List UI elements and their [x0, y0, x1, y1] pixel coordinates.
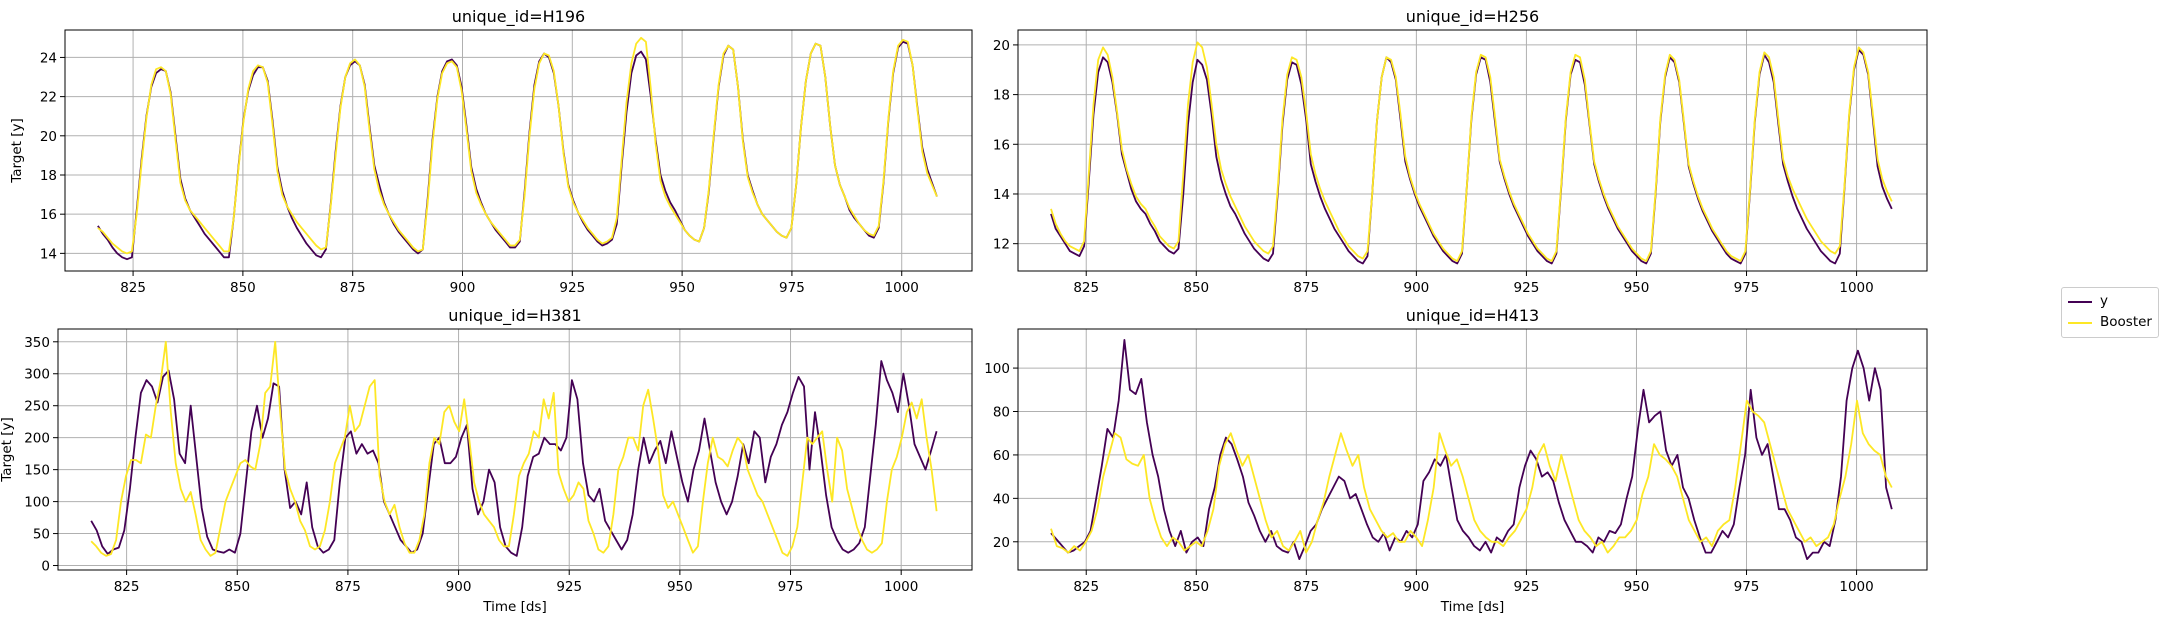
- y-tick-label: 20: [993, 535, 1010, 551]
- panel-1: 825 850 875 900 925 950 975 1000 12 14 16 18 20 uniqu…: [993, 7, 1928, 296]
- x-tick-label: 975: [779, 280, 805, 296]
- y-tick-label: 100: [24, 495, 50, 511]
- x-tick-label: 825: [1073, 280, 1099, 296]
- x-tick-label: 850: [224, 579, 250, 595]
- x-tick-label: 825: [1073, 579, 1099, 595]
- x-tick-label: 825: [120, 280, 146, 296]
- x-tick-label: 950: [1624, 280, 1650, 296]
- series-line-booster: [90, 340, 938, 557]
- y-axis-label: Target [y]: [0, 417, 15, 483]
- series-line-y: [1050, 338, 1893, 560]
- plot-frame: [57, 328, 973, 571]
- y-tick-label: 20: [993, 38, 1010, 54]
- legend-swatch-y: [2068, 301, 2092, 303]
- y-tick-label: 16: [40, 207, 57, 223]
- plot-frame: [1017, 29, 1928, 272]
- x-tick-label: 925: [1514, 280, 1540, 296]
- y-tick-label: 18: [40, 168, 57, 184]
- x-tick-label: 950: [667, 579, 693, 595]
- plot-frame: [1017, 328, 1928, 571]
- x-tick-label: 850: [1183, 579, 1209, 595]
- series-line-y: [90, 360, 938, 557]
- panel-title: unique_id=H381: [448, 306, 581, 326]
- legend: y Booster: [2061, 287, 2159, 338]
- panel-title: unique_id=H256: [1406, 7, 1539, 27]
- legend-item-booster: Booster: [2068, 314, 2158, 332]
- y-tick-label: 18: [993, 88, 1010, 104]
- legend-label-booster: Booster: [2100, 314, 2152, 330]
- y-tick-label: 300: [24, 367, 50, 383]
- y-tick-label: 16: [993, 137, 1010, 153]
- panel-title: unique_id=H413: [1406, 306, 1539, 326]
- x-tick-label: 1000: [885, 280, 919, 296]
- panel-0: 825 850 875 900 925 950 975 1000 14 16 18 20 22 24 uni…: [9, 7, 973, 296]
- y-tick-label: 100: [984, 361, 1010, 377]
- x-tick-label: 850: [1183, 280, 1209, 296]
- x-axis-label: Time [ds]: [1440, 599, 1504, 615]
- series-line-booster: [97, 36, 938, 255]
- legend-label-y: y: [2100, 293, 2108, 309]
- panel-3: 825 850 875 900 925 950 975 1000 20 40 60 80 100 uniq…: [984, 306, 1928, 615]
- x-tick-label: 975: [1734, 579, 1760, 595]
- x-tick-label: 950: [1624, 579, 1650, 595]
- series-line-booster: [1050, 399, 1893, 554]
- y-axis-label: Target [y]: [9, 118, 25, 184]
- x-axis-label: Time [ds]: [482, 599, 546, 615]
- y-tick-label: 200: [24, 431, 50, 447]
- y-tick-label: 0: [41, 559, 50, 575]
- y-tick-label: 12: [993, 237, 1010, 253]
- x-tick-label: 975: [1734, 280, 1760, 296]
- x-tick-label: 1000: [884, 579, 918, 595]
- x-tick-label: 900: [450, 280, 476, 296]
- legend-swatch-booster: [2068, 322, 2092, 324]
- x-tick-label: 900: [1403, 280, 1429, 296]
- y-tick-label: 80: [993, 405, 1010, 421]
- x-tick-label: 1000: [1839, 579, 1873, 595]
- y-tick-label: 60: [993, 448, 1010, 464]
- series-line-booster: [1050, 41, 1893, 263]
- y-tick-label: 14: [993, 187, 1010, 203]
- series-line-y: [97, 40, 938, 261]
- legend-item-y: y: [2068, 293, 2158, 311]
- y-tick-label: 14: [40, 246, 57, 262]
- panel-2: 825 850 875 900 925 950 975 1000 0 50 100 150 200 250…: [0, 306, 973, 615]
- y-tick-label: 22: [40, 90, 57, 106]
- y-tick-label: 20: [40, 129, 57, 145]
- x-tick-label: 900: [446, 579, 472, 595]
- x-tick-label: 925: [559, 280, 585, 296]
- x-tick-label: 875: [335, 579, 361, 595]
- plot-frame: [64, 29, 973, 272]
- x-tick-label: 950: [669, 280, 695, 296]
- series-line-y: [1050, 49, 1893, 265]
- x-tick-label: 925: [556, 579, 582, 595]
- x-tick-label: 900: [1403, 579, 1429, 595]
- x-tick-label: 1000: [1839, 280, 1873, 296]
- y-tick-label: 50: [33, 527, 50, 543]
- y-tick-label: 250: [24, 399, 50, 415]
- x-tick-label: 850: [230, 280, 256, 296]
- x-tick-label: 875: [340, 280, 366, 296]
- x-tick-label: 875: [1293, 579, 1319, 595]
- x-tick-label: 925: [1514, 579, 1540, 595]
- y-tick-label: 40: [993, 491, 1010, 507]
- panel-title: unique_id=H196: [452, 7, 585, 27]
- x-tick-label: 975: [778, 579, 804, 595]
- x-tick-label: 825: [114, 579, 140, 595]
- y-tick-label: 150: [24, 463, 50, 479]
- y-tick-label: 24: [40, 50, 57, 66]
- y-tick-label: 350: [24, 335, 50, 351]
- x-tick-label: 875: [1293, 280, 1319, 296]
